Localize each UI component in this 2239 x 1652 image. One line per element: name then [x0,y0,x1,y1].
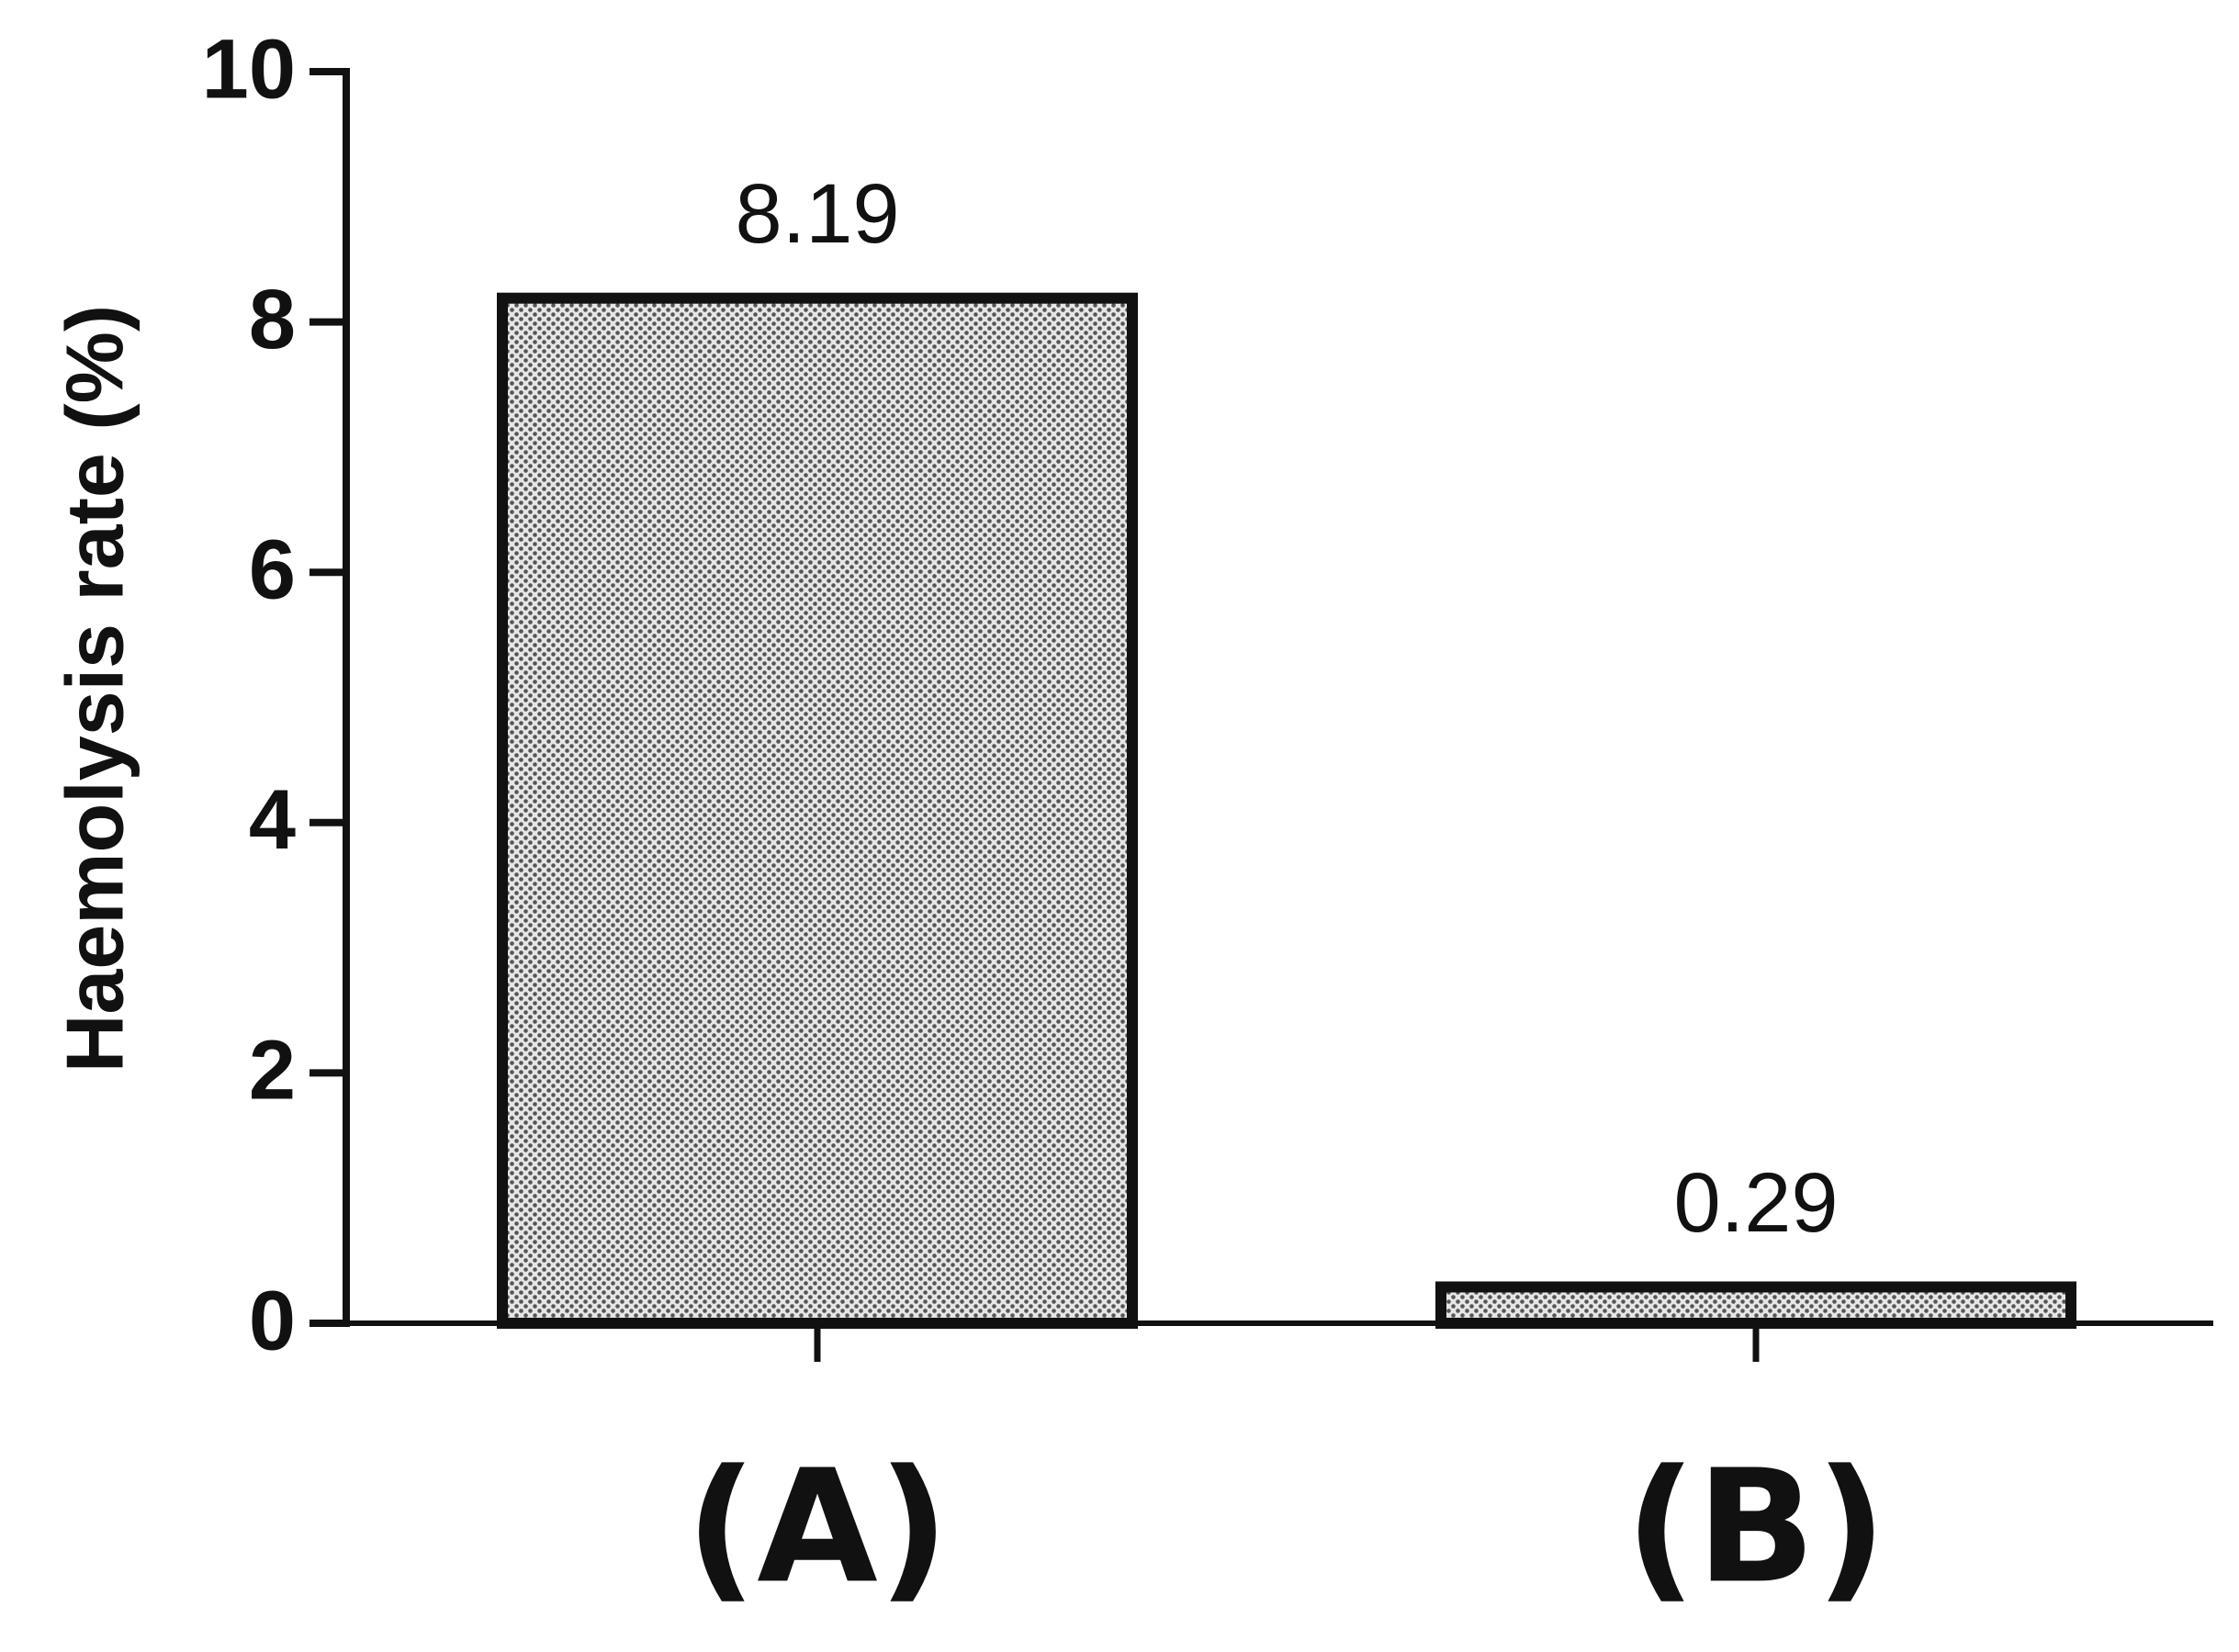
y-tick-label: 10 [202,22,296,116]
y-tick-label: 0 [249,1274,296,1367]
x-tick-label: (B) [1626,1436,1887,1618]
value-label: 8.19 [735,167,899,261]
value-label: 0.29 [1673,1156,1838,1250]
y-tick-label: 6 [249,523,296,616]
bar [497,292,1138,1329]
y-tick-label: 4 [249,773,296,867]
y-axis-label: Haemolysis rate (%) [49,305,140,1073]
y-tick-label: 2 [249,1024,296,1118]
bar [1435,1281,2076,1330]
x-tick-label: (A) [686,1436,950,1618]
y-tick-label: 8 [249,273,296,366]
